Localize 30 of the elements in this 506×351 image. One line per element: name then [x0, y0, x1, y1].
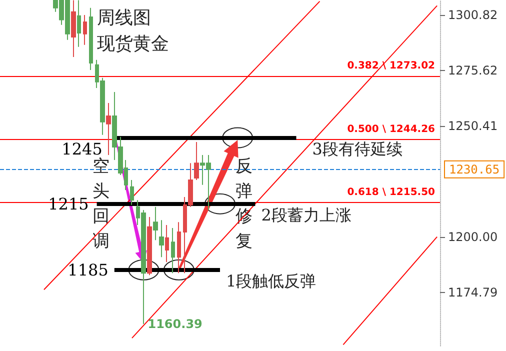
- annotation: 3段有待延续: [312, 139, 402, 158]
- y-tick-label: 1174.79: [448, 285, 498, 300]
- y-tick-label: 1300.82: [448, 8, 498, 22]
- chart-title: 周线图: [97, 8, 151, 28]
- candlestick: [159, 220, 164, 258]
- candlestick: [89, 7, 93, 70]
- annotation: 1段触低反弹: [226, 271, 316, 290]
- ref-line-label: 0.500 \ 1244.26: [347, 124, 436, 135]
- candlestick: [130, 180, 134, 206]
- candlestick: [177, 222, 181, 274]
- ref-line-label: 1185: [68, 260, 108, 280]
- ref-line-label: 0.382 \ 1273.02: [347, 60, 436, 72]
- y-tick-label: 1200.00: [448, 230, 498, 244]
- candlestick: [165, 224, 169, 263]
- candlestick: [153, 206, 158, 241]
- ref-line-label: 0.618 \ 1215.50: [347, 187, 436, 198]
- candlestick: [171, 228, 175, 274]
- annotation: 2段蓄力上涨: [261, 205, 352, 224]
- ref-line-label: 1245: [62, 139, 102, 158]
- text: 现货黄金: [97, 34, 169, 54]
- y-tick-label: 1250.41: [448, 118, 498, 133]
- candlestick: [106, 102, 111, 156]
- ref-line-label: 1230.65: [449, 162, 500, 176]
- candlestick: [71, 0, 76, 58]
- annotation: 1160.39: [148, 317, 202, 332]
- candlestick: [194, 141, 199, 181]
- candlestick: [147, 216, 152, 276]
- y-tick-label: 1275.62: [448, 63, 498, 78]
- candlestick: [77, 0, 81, 48]
- candlestick: [83, 14, 87, 46]
